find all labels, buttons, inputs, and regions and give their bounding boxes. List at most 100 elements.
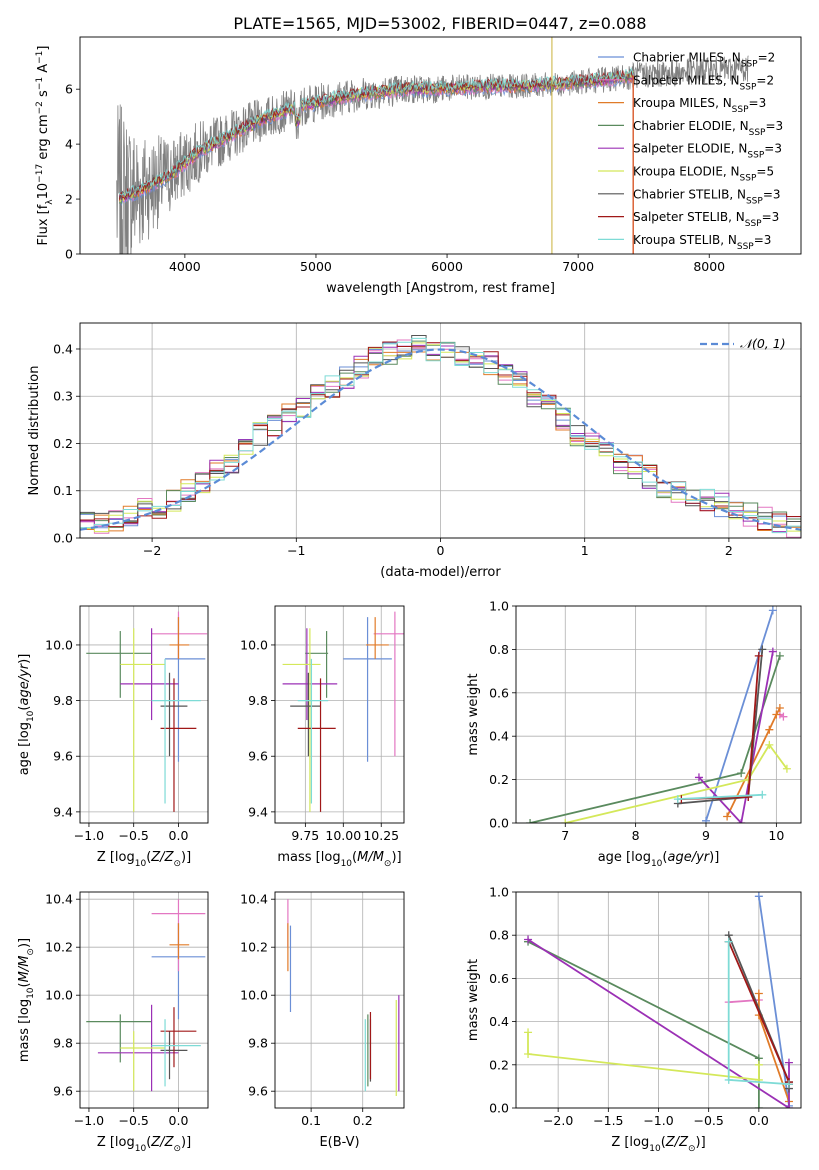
y-axis-label: mass weight bbox=[466, 959, 481, 1041]
panel-mass_vs_ebv: 0.1 0.2 9.6 9.8 10.0 10.2 10.4 E(B-V) bbox=[240, 891, 405, 1150]
x-tick-label: 10.00 bbox=[325, 828, 361, 843]
legend-n-value: 3 bbox=[776, 119, 784, 133]
y-axis-label-text: mass [log bbox=[17, 999, 32, 1062]
solar-subscript: ⊙ bbox=[384, 859, 392, 869]
axes-frame bbox=[79, 322, 802, 539]
x-tick-label: 10 bbox=[768, 828, 784, 843]
x-axis-label: Z [log10(Z/Z⊙)] bbox=[97, 850, 191, 869]
x-tick-label: 0 bbox=[437, 543, 445, 558]
y-tick-label: 1.0 bbox=[489, 885, 509, 900]
y-tick-label: 10.4 bbox=[45, 892, 73, 907]
plot-area-mass_vs_ebv bbox=[287, 899, 400, 1096]
y-tick-label: 0.4 bbox=[53, 341, 73, 356]
legend-equals: = bbox=[756, 165, 766, 179]
y-tick-label: 9.8 bbox=[248, 1036, 268, 1051]
axes-frame bbox=[515, 891, 802, 1109]
x-tick-label: −2.0 bbox=[543, 1113, 573, 1128]
weight-marker-chabrier_miles bbox=[768, 606, 777, 615]
paren: ( bbox=[17, 982, 32, 987]
y-tick-label: 10.2 bbox=[240, 940, 268, 955]
x-tick-label: 0.0 bbox=[169, 1113, 189, 1128]
solar-subscript: ⊙ bbox=[173, 859, 181, 869]
log-subscript: 10 bbox=[26, 710, 36, 722]
x-axis-label-text: Z [log bbox=[97, 850, 135, 865]
log-subscript: 10 bbox=[651, 859, 663, 869]
x-axis-label: age [log10(age/yr)] bbox=[598, 850, 720, 869]
exponent-power: −2 bbox=[35, 101, 45, 114]
y-axis-label-text: age [log bbox=[17, 722, 32, 775]
legend-n-symbol: , N bbox=[729, 187, 746, 201]
weight-marker-salpeter_elodie bbox=[694, 773, 703, 782]
y-axis-label: mass [log10(M/M⊙)] bbox=[17, 938, 36, 1062]
y-tick-label: 6 bbox=[65, 82, 73, 97]
y-tick-label: 1.0 bbox=[489, 599, 509, 614]
legend-model-name: Salpeter STELIB bbox=[633, 210, 728, 224]
solar-subscript: ⊙ bbox=[173, 1144, 181, 1154]
legend-n-value: 3 bbox=[773, 187, 781, 201]
x-axis-label: (data-model)/error bbox=[380, 565, 501, 580]
plot-area-spectrum bbox=[116, 37, 749, 254]
figure-title: PLATE=1565, MJD=53002, FIBERID=0447, z=0… bbox=[233, 14, 646, 33]
plot-area-age_vs_mass bbox=[282, 611, 404, 812]
legend-n-subscript: SSP bbox=[741, 60, 758, 70]
plot-area-residual_histogram bbox=[80, 335, 801, 538]
legend-n-symbol: , N bbox=[728, 210, 745, 224]
legend-model-name: Salpeter ELODIE bbox=[633, 142, 731, 156]
weight-marker-salpeter_stelib bbox=[754, 651, 763, 660]
unit-italic: age/yr bbox=[667, 850, 710, 865]
paren: ( bbox=[146, 850, 151, 865]
paren: )] bbox=[696, 1135, 706, 1150]
log-subscript: 10 bbox=[26, 987, 36, 999]
x-axis-label-text: Z [log bbox=[611, 1135, 649, 1150]
unit-part: s bbox=[36, 90, 51, 101]
solar-subscript: ⊙ bbox=[26, 948, 36, 956]
weight-marker-kroupa_elodie bbox=[524, 1028, 533, 1037]
axes-frame bbox=[515, 605, 802, 824]
legend-entry-label: Kroupa ELODIE, NSSP=5 bbox=[633, 165, 774, 184]
legend-entry-label: Chabrier STELIB, NSSP=3 bbox=[633, 187, 781, 206]
weight-marker-kroupa_elodie bbox=[754, 1060, 763, 1069]
weight-marker-chabrier_elodie bbox=[737, 769, 746, 778]
y-tick-label: 2 bbox=[65, 192, 73, 207]
legend-n-subscript: SSP bbox=[745, 219, 762, 229]
unit-italic: M/M bbox=[17, 956, 32, 983]
lambda-subscript: λ bbox=[45, 199, 55, 205]
weight-marker-kroupa_elodie bbox=[765, 740, 774, 749]
weight-marker-kroupa_stelib bbox=[673, 795, 682, 804]
legend-n-value: 2 bbox=[766, 73, 774, 87]
paren: )] bbox=[181, 850, 191, 865]
paren: ( bbox=[17, 706, 32, 711]
panel-age_vs_mass: 9.75 10.00 10.25 9.4 9.6 9.8 10.0 mass [log10(M… bbox=[240, 605, 405, 869]
unit-italic: Z/Z bbox=[665, 1135, 689, 1150]
y-tick-label: 10.4 bbox=[240, 892, 268, 907]
y-tick-label: 0.0 bbox=[53, 531, 73, 546]
legend-n-symbol: , N bbox=[723, 165, 740, 179]
y-tick-label: 9.6 bbox=[53, 1084, 73, 1099]
legend-entry-label: Kroupa STELIB, NSSP=3 bbox=[633, 233, 771, 252]
x-tick-label: 8 bbox=[632, 828, 640, 843]
legend-n-symbol: , N bbox=[715, 96, 732, 110]
x-tick-label: 2 bbox=[725, 543, 733, 558]
weight-marker-chabrier_miles bbox=[702, 816, 710, 823]
legend-n-value: 2 bbox=[768, 51, 776, 65]
model-spectrum-kroupa_elodie bbox=[118, 69, 634, 203]
log-subscript: 10 bbox=[135, 859, 147, 869]
y-tick-label: 9.8 bbox=[53, 1036, 73, 1051]
weight-marker-kroupa_miles bbox=[754, 989, 763, 998]
log-subscript: 10 bbox=[649, 1144, 661, 1154]
unit-italic: M/M bbox=[357, 850, 384, 865]
legend-equals: = bbox=[765, 119, 775, 133]
weight-marker-kroupa_stelib bbox=[724, 937, 733, 946]
weight-marker-kroupa_miles bbox=[723, 812, 732, 821]
unit-part: ] bbox=[36, 46, 51, 51]
y-tick-label: 0.8 bbox=[489, 642, 509, 657]
x-tick-label: −1.0 bbox=[643, 1113, 673, 1128]
weight-marker-kroupa_elodie bbox=[744, 775, 753, 784]
model-spectrum-kroupa_stelib bbox=[118, 67, 634, 197]
panel-age_vs_Z: −1.0 −0.5 0.09.49.69.810.0Z [log10(Z/Z⊙)]a… bbox=[17, 605, 209, 869]
weight-marker-kroupa_elodie bbox=[782, 764, 791, 773]
paren: )] bbox=[181, 1135, 191, 1150]
x-tick-label: 5000 bbox=[300, 259, 332, 274]
weight-marker-salpeter_elodie bbox=[524, 935, 533, 944]
